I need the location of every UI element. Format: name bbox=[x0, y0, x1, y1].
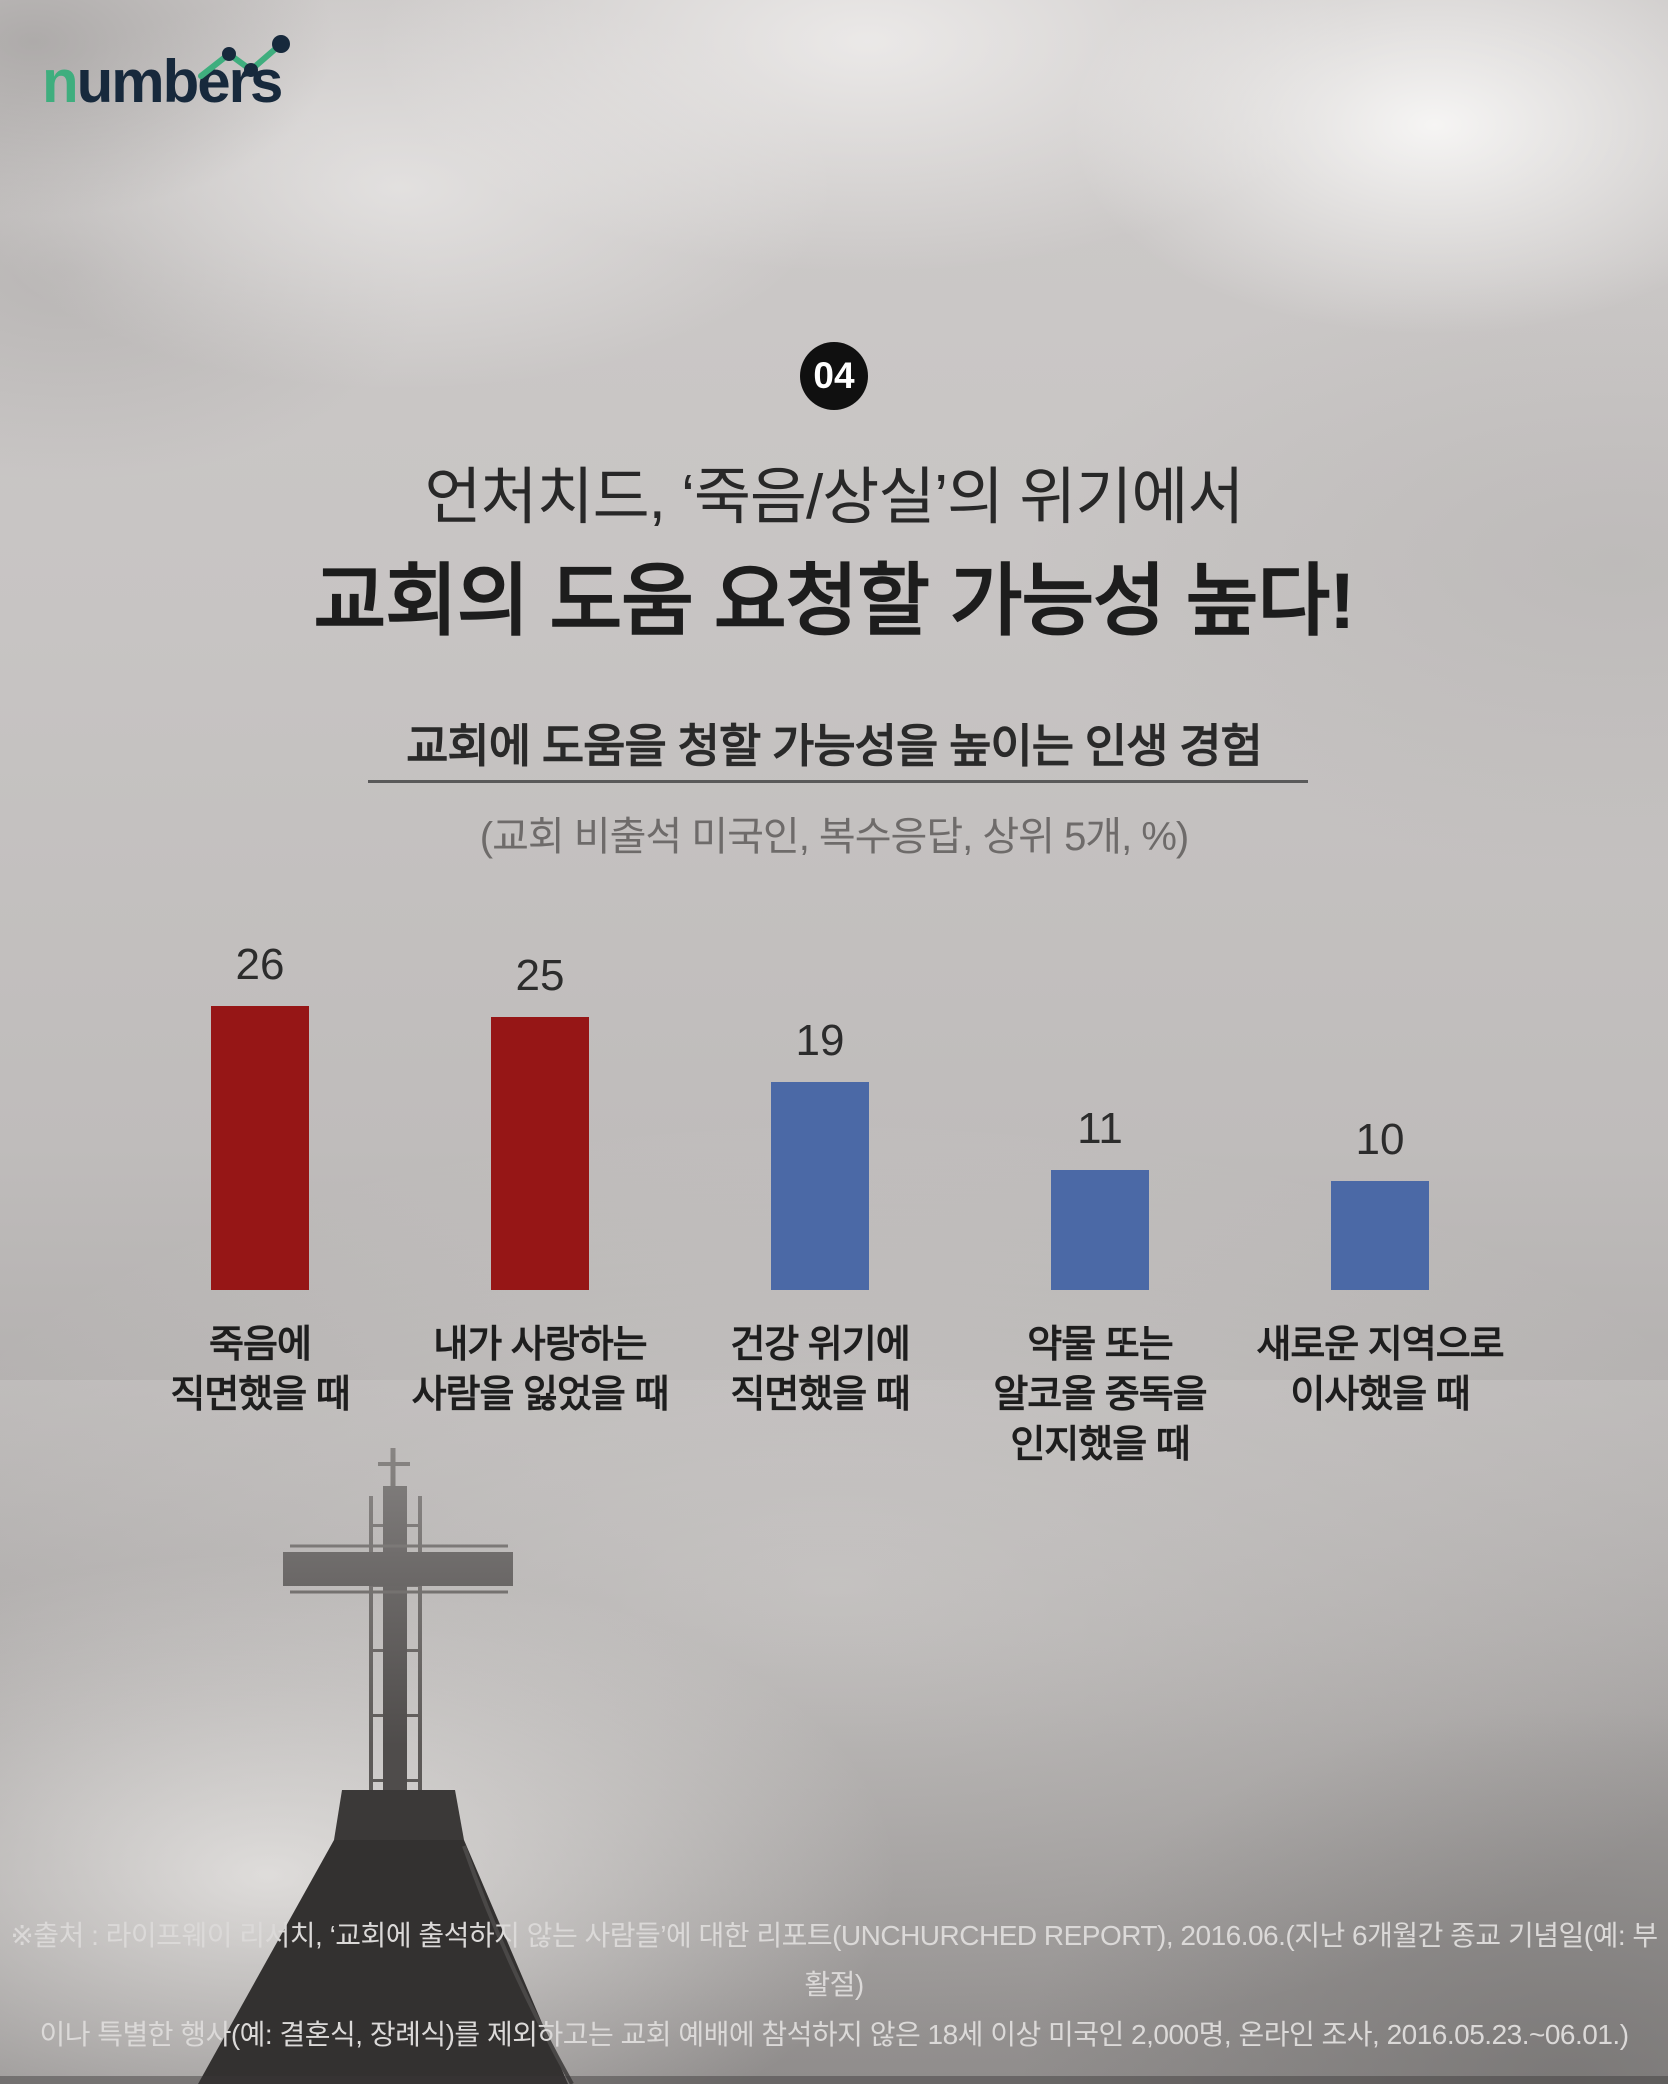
bar bbox=[491, 1017, 589, 1290]
logo-letter-n: n bbox=[42, 48, 79, 115]
bar-column: 19 bbox=[680, 928, 960, 1290]
bottom-edge-shadow bbox=[0, 2076, 1668, 2084]
bar-value-label: 25 bbox=[515, 951, 565, 1000]
chart-subtitle-note: (교회 비출석 미국인, 복수응답, 상위 5개, %) bbox=[479, 815, 1189, 859]
source-note-line-2: 이나 특별한 행사(예: 결혼식, 장례식)를 제외하고는 교회 예배에 참석하… bbox=[39, 2019, 1629, 2051]
chart-title: 교회에 도움을 청할 가능성을 높이는 인생 경험 bbox=[406, 720, 1263, 772]
bar-column: 10 bbox=[1240, 928, 1520, 1290]
bar-category-label: 건강 위기에 직면했을 때 bbox=[730, 1324, 910, 1417]
bar-chart: 26 25 19 11 10 bbox=[120, 928, 1520, 1290]
bar-category-label: 약물 또는 알코올 중독을 인지했을 때 bbox=[993, 1324, 1207, 1467]
line-chart-icon bbox=[198, 35, 291, 79]
bar bbox=[771, 1082, 869, 1290]
bar-category-labels-row: 죽음에 직면했을 때 내가 사랑하는 사람을 잃었을 때 건강 위기에 직면했을 때 약물 … bbox=[120, 1320, 1520, 1470]
bar-category-label: 내가 사랑하는 사람을 잃었을 때 bbox=[411, 1324, 670, 1417]
bar bbox=[1331, 1181, 1429, 1290]
logo-wordmark: numbers bbox=[42, 48, 284, 115]
title-line-2: 교회의 도움 요청할 가능성 높다! bbox=[313, 556, 1356, 645]
bar-value-label: 19 bbox=[795, 1016, 845, 1065]
bar-value-label: 26 bbox=[235, 940, 285, 989]
bar-category-label: 새로운 지역으로 이사했을 때 bbox=[1256, 1324, 1504, 1417]
bar bbox=[211, 1006, 309, 1290]
bar-column: 25 bbox=[400, 928, 680, 1290]
logo-letters-umbers: umbers bbox=[76, 48, 284, 115]
bar-column: 11 bbox=[960, 928, 1240, 1290]
divider-line bbox=[368, 780, 1308, 783]
section-number-badge: 04 bbox=[800, 342, 868, 410]
bar-category-label: 죽음에 직면했을 때 bbox=[170, 1324, 350, 1417]
source-note-line-1: ※출처 : 라이프웨이 리서치, ‘교회에 출석하지 않는 사람들’에 대한 리… bbox=[10, 1919, 1658, 2001]
bar-value-label: 11 bbox=[1077, 1104, 1123, 1153]
bar-column: 26 bbox=[120, 928, 400, 1290]
title-line-1: 언처치드, ‘죽음/상실’의 위기에서 bbox=[424, 463, 1245, 532]
numbers-logo: numbers bbox=[42, 35, 291, 112]
source-note: ※출처 : 라이프웨이 리서치, ‘교회에 출석하지 않는 사람들’에 대한 리… bbox=[0, 1911, 1668, 2060]
bar-value-label: 10 bbox=[1355, 1115, 1405, 1164]
bar bbox=[1051, 1170, 1149, 1290]
